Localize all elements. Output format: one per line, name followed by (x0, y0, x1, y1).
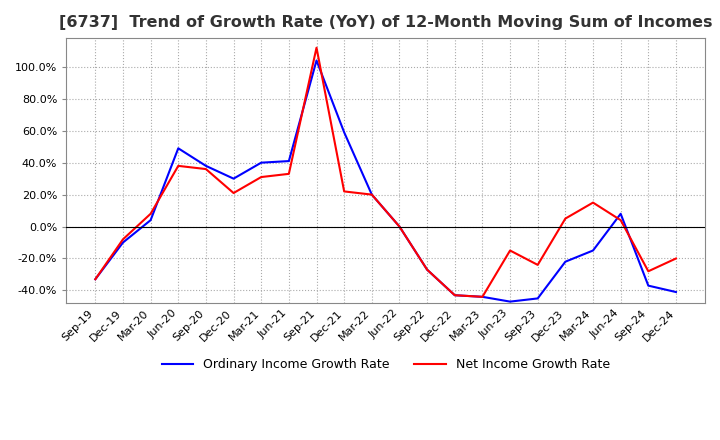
Ordinary Income Growth Rate (395, 224, 404, 229)
Ordinary Income Growth Rate (257, 160, 266, 165)
Ordinary Income Growth Rate (312, 58, 321, 63)
Net Income Growth Rate (644, 269, 652, 274)
Net Income Growth Rate (534, 262, 542, 268)
Ordinary Income Growth Rate (534, 296, 542, 301)
Net Income Growth Rate (340, 189, 348, 194)
Net Income Growth Rate (284, 171, 293, 176)
Legend: Ordinary Income Growth Rate, Net Income Growth Rate: Ordinary Income Growth Rate, Net Income … (156, 353, 615, 377)
Net Income Growth Rate (616, 217, 625, 223)
Net Income Growth Rate (119, 237, 127, 242)
Net Income Growth Rate (451, 293, 459, 298)
Ordinary Income Growth Rate (616, 211, 625, 216)
Net Income Growth Rate (174, 163, 183, 169)
Ordinary Income Growth Rate (367, 192, 376, 197)
Title: [6737]  Trend of Growth Rate (YoY) of 12-Month Moving Sum of Incomes: [6737] Trend of Growth Rate (YoY) of 12-… (59, 15, 712, 30)
Net Income Growth Rate (367, 192, 376, 197)
Ordinary Income Growth Rate (174, 146, 183, 151)
Net Income Growth Rate (395, 224, 404, 229)
Net Income Growth Rate (229, 191, 238, 196)
Ordinary Income Growth Rate (478, 294, 487, 300)
Ordinary Income Growth Rate (672, 290, 680, 295)
Net Income Growth Rate (478, 294, 487, 300)
Ordinary Income Growth Rate (284, 158, 293, 164)
Net Income Growth Rate (257, 174, 266, 180)
Net Income Growth Rate (672, 256, 680, 261)
Net Income Growth Rate (505, 248, 514, 253)
Ordinary Income Growth Rate (340, 130, 348, 135)
Ordinary Income Growth Rate (644, 283, 652, 288)
Ordinary Income Growth Rate (119, 240, 127, 245)
Ordinary Income Growth Rate (561, 259, 570, 264)
Ordinary Income Growth Rate (146, 217, 155, 223)
Ordinary Income Growth Rate (423, 267, 431, 272)
Net Income Growth Rate (146, 211, 155, 216)
Net Income Growth Rate (312, 45, 321, 50)
Ordinary Income Growth Rate (505, 299, 514, 304)
Net Income Growth Rate (561, 216, 570, 221)
Net Income Growth Rate (91, 277, 99, 282)
Net Income Growth Rate (589, 200, 598, 205)
Ordinary Income Growth Rate (202, 163, 210, 169)
Net Income Growth Rate (202, 166, 210, 172)
Ordinary Income Growth Rate (589, 248, 598, 253)
Ordinary Income Growth Rate (229, 176, 238, 181)
Net Income Growth Rate (423, 267, 431, 272)
Line: Ordinary Income Growth Rate: Ordinary Income Growth Rate (95, 60, 676, 301)
Line: Net Income Growth Rate: Net Income Growth Rate (95, 48, 676, 297)
Ordinary Income Growth Rate (91, 277, 99, 282)
Ordinary Income Growth Rate (451, 293, 459, 298)
